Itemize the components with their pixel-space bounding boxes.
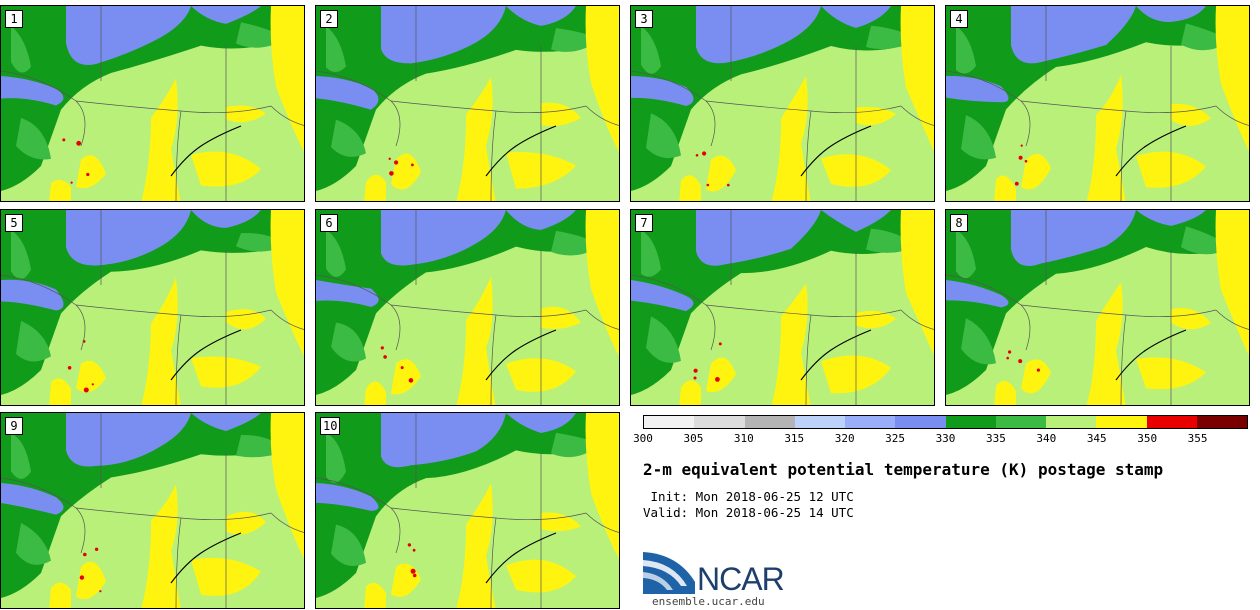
member-panel: 9 [0,412,305,609]
member-number: 8 [950,214,968,232]
member-number: 7 [635,214,653,232]
member-panel: 10 [315,412,620,609]
member-panel: 4 [945,5,1250,202]
map-field [1,6,304,201]
colorbar-tick-label: 310 [733,432,754,445]
member-number: 9 [5,417,23,435]
colorbar-swatch [644,416,695,428]
ncar-logo-text: NCAR [697,561,785,597]
colorbar-tick-label: 350 [1137,432,1158,445]
member-number: 1 [5,10,23,28]
colorbar-swatch [945,416,996,428]
map-field [1,413,304,608]
map-field [1,210,304,405]
colorbar-tick-label: 320 [834,432,855,445]
colorbar-tick-label: 355 [1187,432,1208,445]
member-panel: 8 [945,209,1250,406]
member-number: 2 [320,10,338,28]
colorbar-swatch [1146,416,1197,428]
member-panel: 7 [630,209,935,406]
map-field [631,6,934,201]
member-number: 6 [320,214,338,232]
member-number: 4 [950,10,968,28]
member-panel: 1 [0,5,305,202]
map-field [316,6,619,201]
colorbar-swatch [1046,416,1097,428]
colorbar-tick-label: 330 [935,432,956,445]
colorbar-tick-label: 340 [1036,432,1057,445]
colorbar-tick-label: 300 [633,432,653,445]
map-field [316,210,619,405]
map-field [631,210,934,405]
colorbar-tick-label: 305 [683,432,704,445]
map-field [946,6,1249,201]
member-panel: 3 [630,5,935,202]
member-panel: 6 [315,209,620,406]
site-url: ensemble.ucar.edu [652,595,765,608]
member-number: 5 [5,214,23,232]
map-field [946,210,1249,405]
valid-time: Valid: Mon 2018-06-25 14 UTC [643,505,854,520]
colorbar-swatch [895,416,946,428]
member-number: 3 [635,10,653,28]
colorbar-tick-label: 315 [784,432,805,445]
colorbar-swatch [1196,416,1247,428]
colorbar-swatch [744,416,795,428]
colorbar-swatch [794,416,845,428]
colorbar-tick-label: 345 [1086,432,1107,445]
colorbar-swatch [694,416,745,428]
ncar-logo-icon [643,552,695,594]
colorbar-swatch [845,416,896,428]
member-panel: 5 [0,209,305,406]
colorbar-swatch [995,416,1046,428]
member-number: 10 [320,417,341,435]
colorbar [643,415,1248,429]
map-field [316,413,619,608]
member-panel: 2 [315,5,620,202]
colorbar-tick-label: 335 [985,432,1006,445]
colorbar-tick-label: 325 [885,432,906,445]
plot-title: 2-m equivalent potential temperature (K)… [643,460,1164,479]
colorbar-swatch [1096,416,1147,428]
init-time: Init: Mon 2018-06-25 12 UTC [643,489,854,504]
